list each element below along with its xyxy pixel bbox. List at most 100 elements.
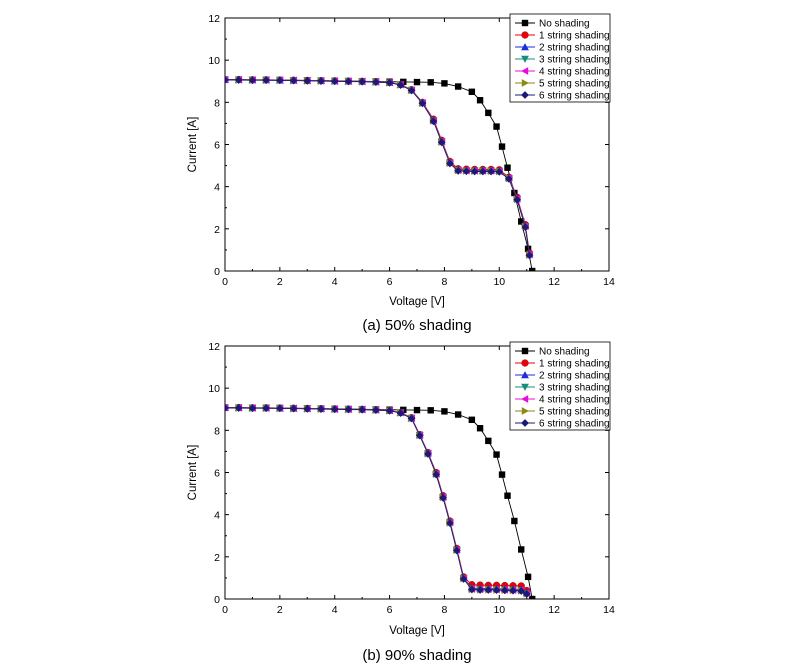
panel-b-series-6-point — [467, 585, 476, 594]
panel-b-legend-marker — [521, 395, 529, 403]
panel-b-series-6-point — [446, 519, 454, 527]
panel-a-series-6-point — [385, 78, 394, 87]
panel-b-series-6-point — [517, 587, 526, 595]
panel-b-series-6-point — [439, 493, 447, 502]
panel-a-caption: (a) 50% shading — [362, 317, 471, 334]
panel-b-chart: 0 2 4 6 8 10 12 14 0 2 4 6 8 10 12 Voltage [V] Current [… — [187, 341, 615, 664]
panel-a-legend-label: 1 string shading — [539, 31, 610, 42]
panel-a-legend-marker — [521, 43, 529, 51]
panel-a-y-tick-label: 2 — [214, 224, 220, 236]
panel-a-x-tick-label: 10 — [493, 276, 505, 288]
panel-a-series-6-point — [317, 77, 325, 85]
panel-b-x-tick-label: 2 — [277, 604, 283, 616]
panel-a-series-6-point — [437, 138, 446, 147]
panel-b-legend-label: 2 string shading — [539, 371, 610, 382]
panel-b-legend-marker — [521, 383, 529, 391]
panel-b-legend-marker — [521, 419, 529, 427]
panel-b-y-tick-label: 8 — [214, 425, 220, 437]
panel-b-x-axis-label: Voltage [V] — [389, 625, 445, 637]
panel-b-series-6-point — [492, 586, 501, 595]
panel-a-series-6-point — [454, 166, 463, 175]
panel-a-series-6-point — [521, 223, 530, 232]
panel-a-x-tick-label: 4 — [332, 276, 338, 288]
panel-b-series-6-point — [500, 586, 509, 595]
panel-a-legend-label: 5 string shading — [539, 79, 610, 90]
panel-a-y-tick-label: 6 — [214, 140, 220, 152]
panel-b-legend-marker — [521, 371, 529, 379]
panel-b-series-group — [225, 403, 536, 599]
panel-a-series-0-point — [493, 123, 500, 130]
panel-a-series-0-point — [529, 267, 536, 271]
panel-b-y-tick-label: 4 — [214, 510, 220, 522]
panel-b-legend-label: 5 string shading — [539, 407, 610, 418]
panel-a-y-tick-label: 8 — [214, 97, 220, 109]
panel-a-x-tick-label: 8 — [442, 276, 448, 288]
panel-b-series-6-point — [344, 405, 353, 414]
panel-a-series-6-point — [262, 76, 271, 85]
panel-b-y-axis-label: Current [A] — [187, 445, 199, 501]
panel-a-series-6-point — [487, 167, 495, 176]
panel-b-series-0-point — [518, 546, 525, 553]
panel-b-legend-marker — [521, 359, 529, 367]
panel-a-series-6-point — [446, 159, 454, 168]
panel-b-series-6-point — [234, 404, 243, 412]
panel-b-series-6-point — [476, 586, 484, 594]
panel-a-series-6-point — [470, 167, 479, 176]
panel-a-legend-marker — [521, 55, 529, 63]
panel-a-series-0-point — [454, 83, 462, 90]
panel-a-x-tick-label: 2 — [277, 276, 283, 288]
panel-a-legend-label: No shading — [539, 19, 590, 30]
panel-a-x-tick-label: 14 — [603, 276, 615, 288]
panel-b-legend-label: 6 string shading — [539, 419, 610, 430]
panel-a-x-axis-label: Voltage [V] — [389, 296, 445, 308]
panel-b-series-6-point — [509, 586, 517, 595]
panel-a-series-0-point — [518, 218, 525, 225]
panel-a-legend-label: 2 string shading — [539, 43, 610, 54]
panel-a-series-6-point — [289, 76, 298, 85]
panel-a-series-0-point — [441, 80, 448, 87]
panel-b-series-0-point — [498, 471, 506, 478]
panel-b-series-0-point — [468, 416, 476, 423]
panel-b-series-6-point — [275, 404, 284, 413]
panel-a-series-6-point — [429, 117, 438, 126]
panel-a-series-0-point — [468, 88, 476, 95]
panel-b-legend-marker — [521, 407, 529, 415]
panel-a-y-axis-label: Current [A] — [187, 117, 199, 173]
panel-a-series-6-point — [504, 174, 513, 183]
panel-b-series-0-point — [511, 517, 518, 525]
panel-a-series-6-point — [358, 77, 367, 86]
panel-b-series-6-point — [262, 404, 271, 413]
panel-b-series-6-point — [248, 404, 257, 413]
panel-a-series-6-point — [418, 99, 427, 108]
panel-a-x-tick-label: 6 — [387, 276, 393, 288]
panel-a-series-6-point — [275, 76, 284, 85]
panel-b-series-6-point — [330, 405, 339, 414]
panel-b-legend-marker — [521, 347, 529, 355]
panel-b-series-0-point — [504, 492, 511, 499]
panel-b-caption: (b) 90% shading — [362, 647, 471, 664]
panel-a-series-6-point — [478, 167, 487, 176]
panel-b-legend-label: 1 string shading — [539, 359, 610, 370]
panel-a-legend-marker — [521, 67, 529, 75]
panel-a-series-6-point — [396, 81, 405, 89]
panel-a-series-6-point — [407, 86, 416, 95]
panel-a-series-6-point — [330, 77, 339, 86]
panel-a-series-6-point — [303, 76, 312, 85]
panel-b-series-0-point — [485, 437, 492, 445]
panel-b-series-0-point — [441, 408, 448, 415]
panel-a-series-0-point — [413, 78, 421, 86]
panel-a-legend-marker — [521, 91, 529, 99]
panel-a-x-tick-label: 0 — [222, 276, 228, 288]
panel-a-series-6-point — [525, 251, 534, 260]
panel-a-series-group — [225, 75, 536, 271]
panel-b-series-6-point — [358, 405, 367, 414]
panel-b-legend-label: 3 string shading — [539, 383, 610, 394]
panel-b-x-tick-label: 8 — [442, 604, 448, 616]
panel-a-legend-marker — [521, 79, 529, 87]
panel-b-series-1-line — [225, 407, 527, 591]
panel-b-series-6-point — [396, 409, 405, 417]
panel-b-series-6-point — [484, 586, 493, 594]
panel-b-series-6-point — [289, 404, 298, 413]
panel-b-y-tick-label: 6 — [214, 468, 220, 480]
